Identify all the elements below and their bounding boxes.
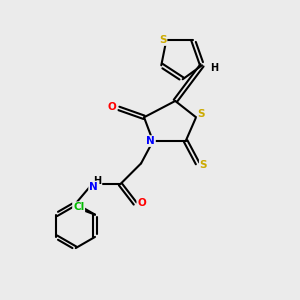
Text: S: S bbox=[200, 160, 207, 170]
Text: N: N bbox=[146, 136, 155, 146]
Text: O: O bbox=[137, 199, 146, 208]
Text: S: S bbox=[198, 109, 205, 119]
Text: H: H bbox=[210, 63, 219, 73]
Text: S: S bbox=[159, 35, 166, 45]
Text: Cl: Cl bbox=[73, 202, 84, 212]
Text: H: H bbox=[93, 176, 101, 186]
Text: O: O bbox=[108, 102, 117, 112]
Text: N: N bbox=[89, 182, 98, 192]
